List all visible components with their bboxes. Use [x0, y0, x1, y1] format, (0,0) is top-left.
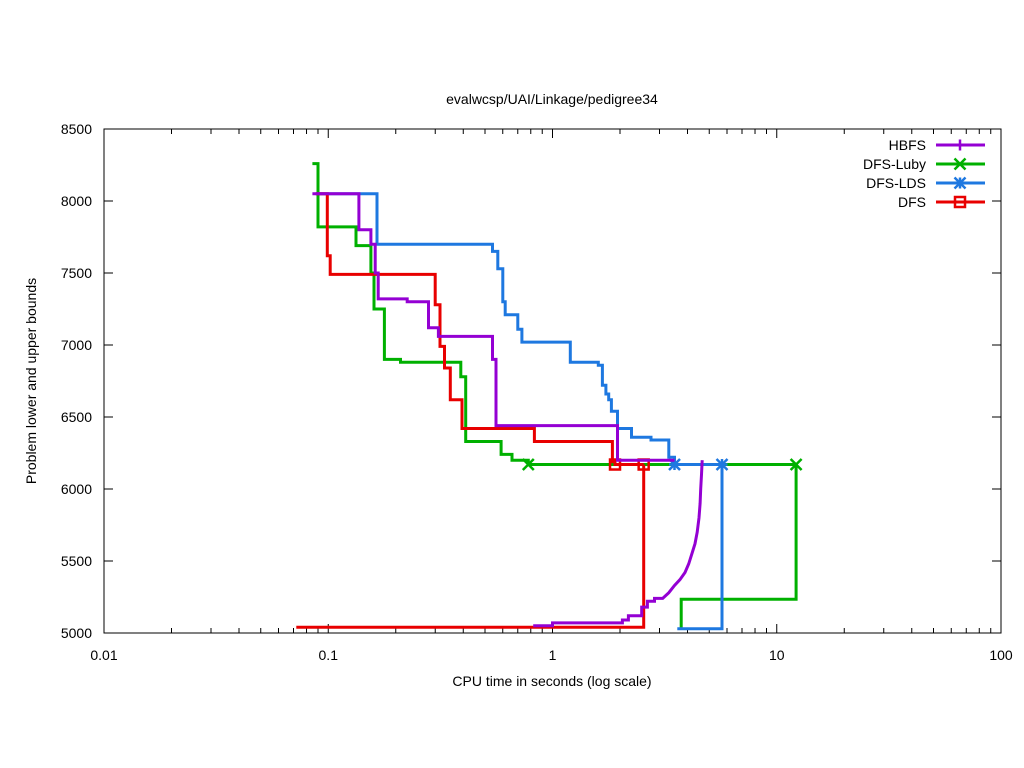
point-marker — [521, 458, 535, 471]
point-marker — [954, 139, 966, 151]
lower-bound-line — [533, 460, 704, 628]
y-tick-label: 6500 — [61, 409, 92, 425]
upper-bound-line — [312, 162, 797, 466]
legend-label: DFS-Luby — [863, 156, 926, 172]
legend-label: HBFS — [889, 137, 926, 153]
x-tick-label: 0.01 — [90, 647, 117, 663]
y-tick-label: 6000 — [61, 481, 92, 497]
lower-bound-line — [679, 464, 798, 629]
series-dfs-lds — [315, 192, 729, 631]
point-marker — [953, 157, 967, 171]
lower-bound-line — [296, 464, 646, 629]
series-dfs-luby — [312, 162, 803, 629]
legend-item: DFS — [898, 194, 985, 210]
y-tick-label: 8000 — [61, 193, 92, 209]
y-tick-label: 7500 — [61, 265, 92, 281]
legend-item: DFS-LDS — [866, 175, 985, 191]
point-marker — [608, 458, 622, 471]
y-axis-label: Problem lower and upper bounds — [23, 278, 39, 484]
x-tick-label: 1 — [549, 647, 557, 663]
series-layer — [296, 162, 803, 631]
legend-label: DFS-LDS — [866, 175, 926, 191]
lower-bound-line — [677, 464, 724, 631]
legend-label: DFS — [898, 194, 926, 210]
x-tick-label: 0.1 — [319, 647, 339, 663]
point-marker — [789, 458, 803, 471]
x-tick-label: 10 — [769, 647, 785, 663]
x-tick-label: 100 — [989, 647, 1013, 663]
legend: HBFS DFS-Luby DFS-LDS DFS — [863, 137, 985, 210]
y-tick-label: 8500 — [61, 121, 92, 137]
upper-bound-line — [315, 192, 722, 466]
series-dfs — [296, 192, 650, 629]
y-tick-label: 5000 — [61, 625, 92, 641]
legend-item: HBFS — [889, 137, 985, 153]
y-tick-label: 7000 — [61, 337, 92, 353]
plot-border — [103, 128, 1002, 634]
point-marker — [715, 458, 729, 471]
x-axis-label: CPU time in seconds (log scale) — [452, 673, 651, 689]
y-tick-label: 5500 — [61, 553, 92, 569]
plot-area — [103, 128, 1002, 634]
chart-title: evalwcsp/UAI/Linkage/pedigree34 — [446, 91, 658, 107]
point-marker — [953, 195, 967, 209]
upper-bound-line — [312, 192, 675, 462]
upper-bound-line — [315, 192, 644, 466]
point-marker — [953, 176, 967, 190]
legend-item: DFS-Luby — [863, 156, 985, 172]
series-hbfs — [312, 192, 704, 628]
axis-ticks: 0.01 0.1 1 10 100 5000 5500 6000 6500 7000 7500 800… — [61, 121, 1013, 663]
